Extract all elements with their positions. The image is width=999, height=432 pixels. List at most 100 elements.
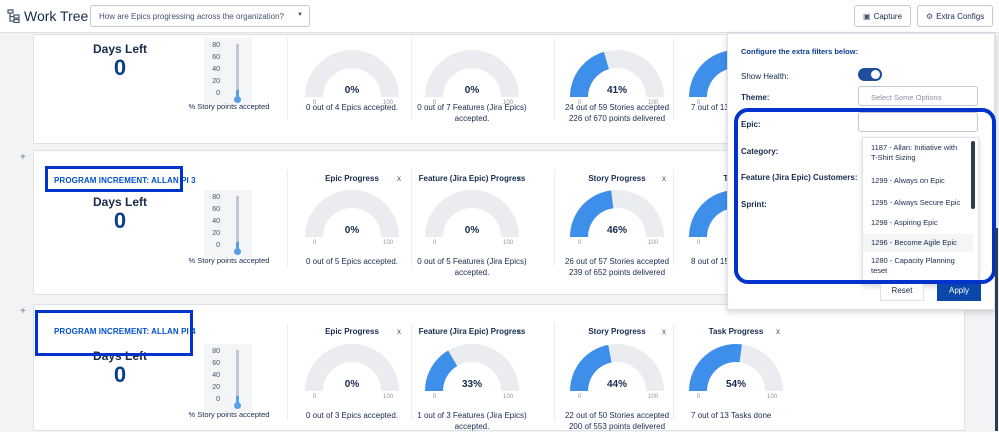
thermometer-ticks: 80 60 40 20 0	[194, 192, 220, 252]
gauge-min: 0	[697, 394, 701, 400]
gauge-percent: 0%	[344, 225, 360, 236]
show-health-label: Show Health:	[741, 72, 789, 81]
app-title: Work Tree	[24, 8, 89, 24]
close-icon[interactable]: x	[662, 174, 666, 183]
section-divider	[287, 324, 288, 420]
gauge-percent: 0%	[464, 85, 480, 96]
apply-button[interactable]: Apply	[937, 281, 981, 301]
thermometer-tick: 40	[212, 218, 220, 225]
close-icon[interactable]: x	[776, 327, 780, 336]
gauge-caption-secondary: 200 of 553 points delivered	[568, 422, 666, 431]
thermometer-tick: 40	[212, 66, 220, 73]
thermometer-bulb	[234, 402, 241, 409]
gauge-track	[305, 190, 399, 237]
question-select[interactable]: How are Epics progressing across the org…	[90, 5, 310, 27]
capture-button[interactable]: ▣ Capture	[854, 5, 912, 27]
camera-icon: ▣	[863, 12, 871, 21]
gauge-percent: 54%	[725, 379, 746, 390]
gauge-min: 0	[697, 100, 701, 106]
epic-option-label: 1296 - Become Agile Epic	[871, 238, 957, 247]
thermometer-chart	[204, 344, 252, 412]
pi-title[interactable]: PROGRAM INCREMENT: ALLAN PI 3	[54, 176, 196, 185]
epic-label: Epic:	[741, 120, 761, 129]
feature-progress-title: Feature (Jira Epic) Progress	[418, 174, 526, 183]
close-icon[interactable]: x	[662, 327, 666, 336]
story-progress-gauge	[562, 339, 672, 411]
annotation-outline	[734, 108, 996, 284]
days-left-value: 0	[113, 362, 127, 387]
add-icon[interactable]: +	[20, 152, 26, 163]
category-label: Category:	[741, 147, 779, 156]
close-icon[interactable]: x	[517, 174, 521, 183]
reset-button[interactable]: Reset	[880, 281, 924, 301]
section-divider	[673, 324, 674, 420]
gauge-max: 100	[383, 100, 394, 106]
gauge-percent: 41%	[606, 85, 627, 96]
page-scrollbar[interactable]	[995, 228, 998, 431]
thermometer-tick: 60	[212, 206, 220, 213]
section-divider	[673, 170, 674, 266]
close-icon[interactable]: x	[397, 327, 401, 336]
days-left-value: 0	[113, 55, 127, 80]
gauge-fill	[689, 344, 742, 391]
gauge-caption: 1 out of 3 Features (Jira Epics) accepte…	[417, 411, 527, 431]
show-health-toggle[interactable]	[858, 68, 882, 81]
close-icon[interactable]: x	[517, 327, 521, 336]
dropdown-scrollbar[interactable]	[971, 141, 975, 209]
panel-heading: Configure the extra filters below:	[741, 47, 859, 56]
epic-option[interactable]: 1296 - Become Agile Epic	[863, 234, 973, 252]
section-divider	[554, 38, 555, 120]
gauge-max: 100	[503, 394, 514, 400]
gauge-max: 100	[767, 394, 778, 400]
top-bar: Work Tree How are Epics progressing acro…	[0, 0, 999, 33]
gauge-caption: 8 out of 15	[691, 257, 729, 266]
gauge-caption: 0 out of 3 Epics accepted.	[305, 411, 399, 420]
thermometer-tick: 0	[216, 396, 220, 403]
gauge-fill	[570, 190, 614, 237]
theme-select[interactable]: Select Some Options	[858, 86, 978, 106]
annotation-box	[35, 310, 193, 356]
epic-option-label: 1295 - Always Secure Epic	[871, 198, 961, 207]
thermometer-bulb	[234, 248, 241, 255]
epic-progress-gauge	[297, 45, 407, 117]
thermometer-ticks: 80 60 40 20 0	[194, 40, 220, 100]
epic-option[interactable]: 1295 - Always Secure Epic	[863, 194, 973, 212]
gauge-min: 0	[697, 240, 701, 246]
question-select-value: How are Epics progressing across the org…	[99, 12, 284, 21]
epic-option[interactable]: 1187 - Allan: Initiative with T-Shirt Siz…	[863, 143, 973, 163]
epic-option-label-cont: teset	[871, 266, 888, 275]
gauge-min: 0	[578, 394, 582, 400]
story-progress-title: Story Progress	[588, 174, 646, 183]
gauge-caption: 0 out of 7 Features (Jira Epics) accepte…	[417, 103, 527, 123]
thermometer-tick: 40	[212, 372, 220, 379]
thermometer-tick: 20	[212, 384, 220, 391]
gauge-min: 0	[313, 394, 317, 400]
section-divider	[554, 170, 555, 266]
gauge-min: 0	[578, 100, 582, 106]
story-progress-gauge	[562, 45, 672, 117]
thermometer-fill	[236, 396, 239, 404]
toggle-knob	[871, 70, 880, 79]
epic-option[interactable]: 1280 - Capacity Planning teset	[863, 256, 973, 276]
days-left-label: Days Left	[92, 195, 148, 209]
feature-progress-title: Feature (Jira Epic) Progress	[418, 327, 526, 336]
epic-select[interactable]	[858, 112, 978, 132]
pi-title[interactable]: PROGRAM INCREMENT: ALLAN PI 4	[54, 327, 196, 336]
thermometer-fill	[236, 242, 239, 250]
gauge-max: 100	[648, 100, 659, 106]
gauge-caption: 0 out of 5 Epics accepted.	[305, 257, 399, 266]
epic-option[interactable]: 1298 - Aspiring Epic	[863, 214, 973, 232]
epic-option[interactable]: 1299 - Always on Epic	[863, 172, 973, 190]
gauge-caption: 26 out of 57 Stories accepted	[564, 257, 670, 266]
gauge-max: 100	[648, 240, 659, 246]
annotation-box	[45, 166, 183, 192]
close-icon[interactable]: x	[397, 174, 401, 183]
gauge-track	[425, 190, 519, 237]
add-icon[interactable]: +	[20, 306, 26, 317]
thermometer-bulb	[234, 96, 241, 103]
section-divider	[411, 38, 412, 120]
extra-configs-button[interactable]: ⚙ Extra Configs	[917, 5, 994, 27]
story-progress-gauge	[562, 185, 672, 257]
gauge-max: 100	[648, 394, 659, 400]
thermometer-caption: % Story points accepted	[188, 102, 270, 111]
